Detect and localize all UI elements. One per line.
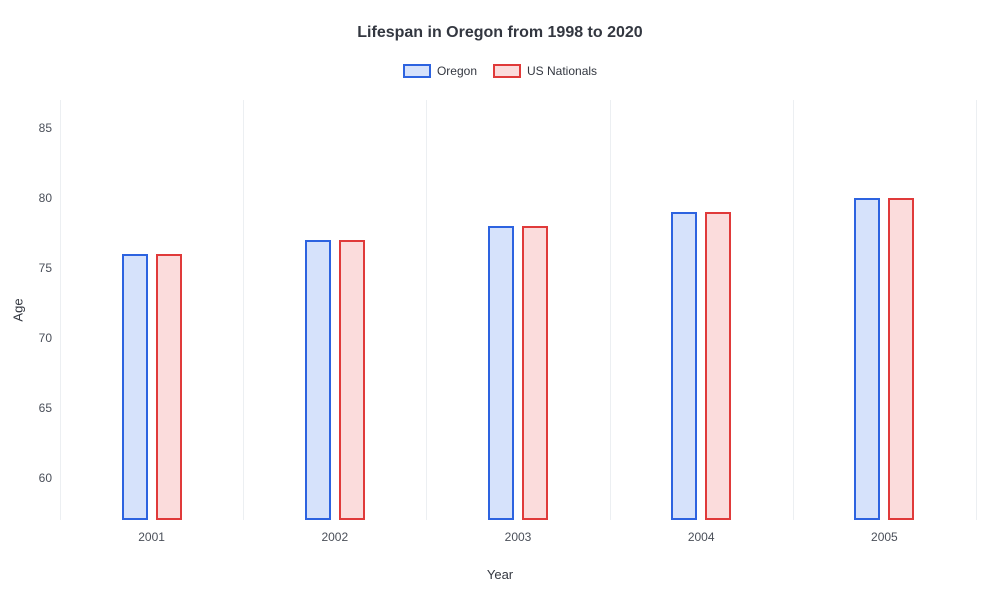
x-tick-label: 2003 [505, 520, 532, 544]
y-tick-label: 65 [39, 401, 60, 415]
bar [488, 226, 514, 520]
bar [156, 254, 182, 520]
bar [122, 254, 148, 520]
y-tick-label: 80 [39, 191, 60, 205]
bar [671, 212, 697, 520]
y-tick-label: 85 [39, 121, 60, 135]
grid-line-vertical [60, 100, 61, 520]
legend: Oregon US Nationals [0, 64, 1000, 78]
x-tick-label: 2005 [871, 520, 898, 544]
bar [305, 240, 331, 520]
grid-line-vertical [793, 100, 794, 520]
bar [522, 226, 548, 520]
x-tick-label: 2001 [138, 520, 165, 544]
x-axis-title: Year [487, 567, 513, 582]
grid-line-vertical [976, 100, 977, 520]
bar [888, 198, 914, 520]
x-tick-label: 2004 [688, 520, 715, 544]
legend-item: US Nationals [493, 64, 597, 78]
legend-item: Oregon [403, 64, 477, 78]
legend-label: Oregon [437, 64, 477, 78]
bar [854, 198, 880, 520]
y-tick-label: 70 [39, 331, 60, 345]
legend-label: US Nationals [527, 64, 597, 78]
bar [705, 212, 731, 520]
y-axis-title: Age [11, 298, 26, 321]
chart-title: Lifespan in Oregon from 1998 to 2020 [0, 0, 1000, 42]
y-tick-label: 75 [39, 261, 60, 275]
y-tick-label: 60 [39, 471, 60, 485]
x-tick-label: 2002 [321, 520, 348, 544]
grid-line-vertical [426, 100, 427, 520]
grid-line-vertical [610, 100, 611, 520]
bar [339, 240, 365, 520]
legend-swatch [493, 64, 521, 78]
grid-line-vertical [243, 100, 244, 520]
legend-swatch [403, 64, 431, 78]
chart-container: Lifespan in Oregon from 1998 to 2020 Ore… [0, 0, 1000, 600]
plot-area: 60657075808520012002200320042005 [60, 100, 976, 520]
